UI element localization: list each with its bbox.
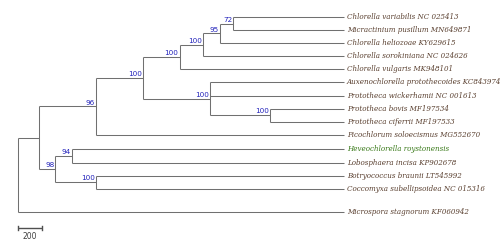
Text: 100: 100 (80, 175, 94, 182)
Text: 98: 98 (45, 162, 54, 168)
Text: Prototheca ciferrii MF197533: Prototheca ciferrii MF197533 (346, 118, 455, 126)
Text: 100: 100 (195, 92, 208, 98)
Text: Coccomyxa subellipsoidea NC 015316: Coccomyxa subellipsoidea NC 015316 (346, 185, 484, 193)
Text: Microspora stagnorum KF060942: Microspora stagnorum KF060942 (346, 208, 469, 216)
Text: Chlorella heliozoae KY629615: Chlorella heliozoae KY629615 (346, 39, 455, 47)
Text: 100: 100 (164, 50, 178, 56)
Text: Auxenochlorella protothecoides KC843974: Auxenochlorella protothecoides KC843974 (346, 78, 500, 86)
Text: Heveochlorella roystonensis: Heveochlorella roystonensis (346, 146, 449, 153)
Text: Chlorella vulgaris MK948101: Chlorella vulgaris MK948101 (346, 65, 453, 74)
Text: Botryococcus braunii LT545992: Botryococcus braunii LT545992 (346, 172, 462, 180)
Text: Lobosphaera incisa KP902678: Lobosphaera incisa KP902678 (346, 159, 456, 167)
Text: 200: 200 (23, 232, 38, 241)
Text: Chlorella variabilis NC 025413: Chlorella variabilis NC 025413 (346, 13, 458, 21)
Text: 96: 96 (86, 100, 94, 106)
Text: 94: 94 (62, 149, 71, 155)
Text: 100: 100 (188, 38, 202, 44)
Text: 72: 72 (223, 17, 232, 23)
Text: Chlorella sorokiniana NC 024626: Chlorella sorokiniana NC 024626 (346, 52, 468, 60)
Text: Prototheca bovis MF197534: Prototheca bovis MF197534 (346, 105, 448, 113)
Text: 95: 95 (210, 27, 219, 33)
Text: 100: 100 (128, 71, 141, 77)
Text: Prototheca wickerhamii NC 001613: Prototheca wickerhamii NC 001613 (346, 92, 476, 99)
Text: 100: 100 (256, 109, 269, 114)
Text: Picochlorum soloecismus MG552670: Picochlorum soloecismus MG552670 (346, 131, 480, 139)
Text: Micractinium pusillum MN649871: Micractinium pusillum MN649871 (346, 26, 471, 34)
